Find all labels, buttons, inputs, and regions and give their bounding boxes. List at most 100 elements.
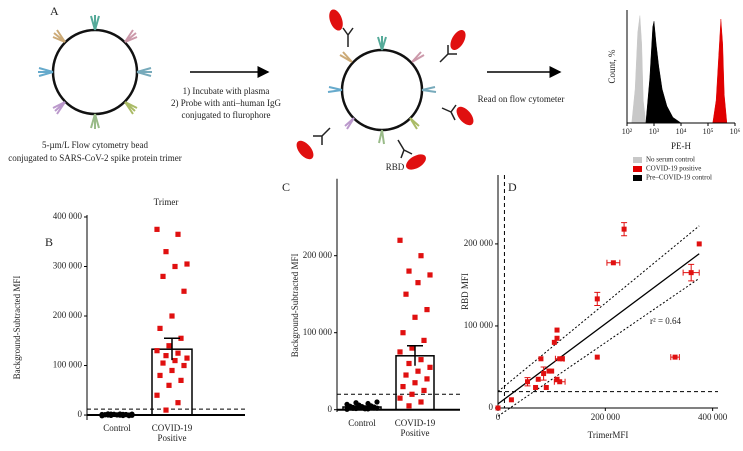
data-point [554,335,560,341]
data-point [175,231,181,237]
data-point [427,364,433,370]
panel-label: B [45,235,53,249]
data-point [181,288,187,294]
x-tick-label: 10³ [649,127,660,136]
data-point [543,384,549,390]
data-point [154,226,160,232]
data-point [412,314,418,320]
y-tick-label: 400 000 [53,211,83,221]
legend-swatch [633,157,642,163]
x-tick-label: Control [103,423,131,434]
data-point [374,399,380,405]
step-text: 1) Incubate with plasma [183,86,270,96]
legend-label: No serum control [646,156,695,164]
bead-caption: 5-µm/L Flow cytometry bead [42,140,149,150]
data-point [421,337,427,343]
confidence-band [497,225,700,392]
data-point [163,353,169,359]
data-point [594,296,600,302]
error-bar [164,337,180,361]
data-point [178,335,184,341]
data-point [157,372,163,379]
y-axis-label: Count, % [607,49,617,84]
y-axis-label: RBD MFI [460,273,470,310]
data-point [554,376,560,382]
y-tick-label: 200 000 [303,250,333,260]
data-point [160,360,166,366]
y-axis-label: Background-Subtracted MFI [12,276,22,380]
data-point [415,280,421,286]
x-tick-label: 0 [496,412,501,422]
y-axis-label: Background-Subtracted MFI [290,253,300,357]
data-point [525,379,531,385]
y-tick-label: 0 [328,404,333,414]
data-point [397,237,403,243]
histogram-area [645,21,682,124]
bead-uncoated [38,15,152,129]
y-tick-label: 200 000 [53,310,83,320]
data-point [163,407,169,413]
legend-label: Pre–COVID-19 control [646,174,712,182]
data-point [397,395,403,401]
data-point [169,367,175,374]
data-point [157,325,163,331]
data-point [418,357,424,363]
data-point [400,383,406,390]
data-point [412,380,418,386]
data-point [557,379,563,385]
data-point [546,368,552,374]
data-point [672,354,678,360]
data-point [554,327,560,333]
x-tick-label: Control [348,417,376,428]
data-point [172,357,178,364]
data-point [508,397,514,403]
confidence-band [497,277,700,417]
y-tick-label: 0 [489,402,494,412]
bead-caption: conjugated to SARS-CoV-2 spike protein t… [8,153,181,163]
data-point [427,272,433,278]
data-point [533,384,539,390]
data-point [184,261,190,267]
step-text: Read on flow cytometer [478,94,565,104]
annotation: r² = 0.64 [650,316,682,326]
legend-swatch [633,166,642,172]
x-tick-label: 200 000 [591,412,621,422]
data-point [688,270,694,276]
x-tick-label: 10² [622,127,633,136]
legend-swatch [633,175,642,181]
data-point [409,345,415,351]
data-point [406,360,412,367]
x-tick-label: 400 000 [698,412,728,422]
panel-label: C [282,180,290,194]
data-point [621,226,627,232]
x-axis-label: PE-H [671,141,692,151]
data-point [415,368,421,374]
data-point [535,376,541,382]
y-tick-label: 100 000 [303,327,333,337]
y-tick-label: 300 000 [53,261,83,271]
data-point [172,263,178,270]
panel-label: A [50,4,59,18]
data-point [400,330,406,336]
data-point [594,354,600,360]
axes [497,175,718,409]
legend-label: COVID-19 positive [646,165,701,173]
data-point [154,392,160,398]
error-bar [407,345,423,366]
data-point [154,348,160,354]
data-point [418,399,424,405]
step-text: conjugated to flurophore [182,110,271,120]
chart-title: Trimer [154,197,179,207]
data-point [424,376,430,382]
x-axis-label: TrimerMFI [588,430,629,440]
x-tick-label: COVID-19 Positive [151,423,193,444]
regression-line [497,253,700,405]
data-point [409,391,415,397]
error-bar [354,405,370,408]
data-point [559,356,565,362]
data-point [178,377,184,383]
y-tick-label: 0 [78,409,83,419]
data-point [184,355,190,361]
y-tick-label: 200 000 [464,238,494,248]
